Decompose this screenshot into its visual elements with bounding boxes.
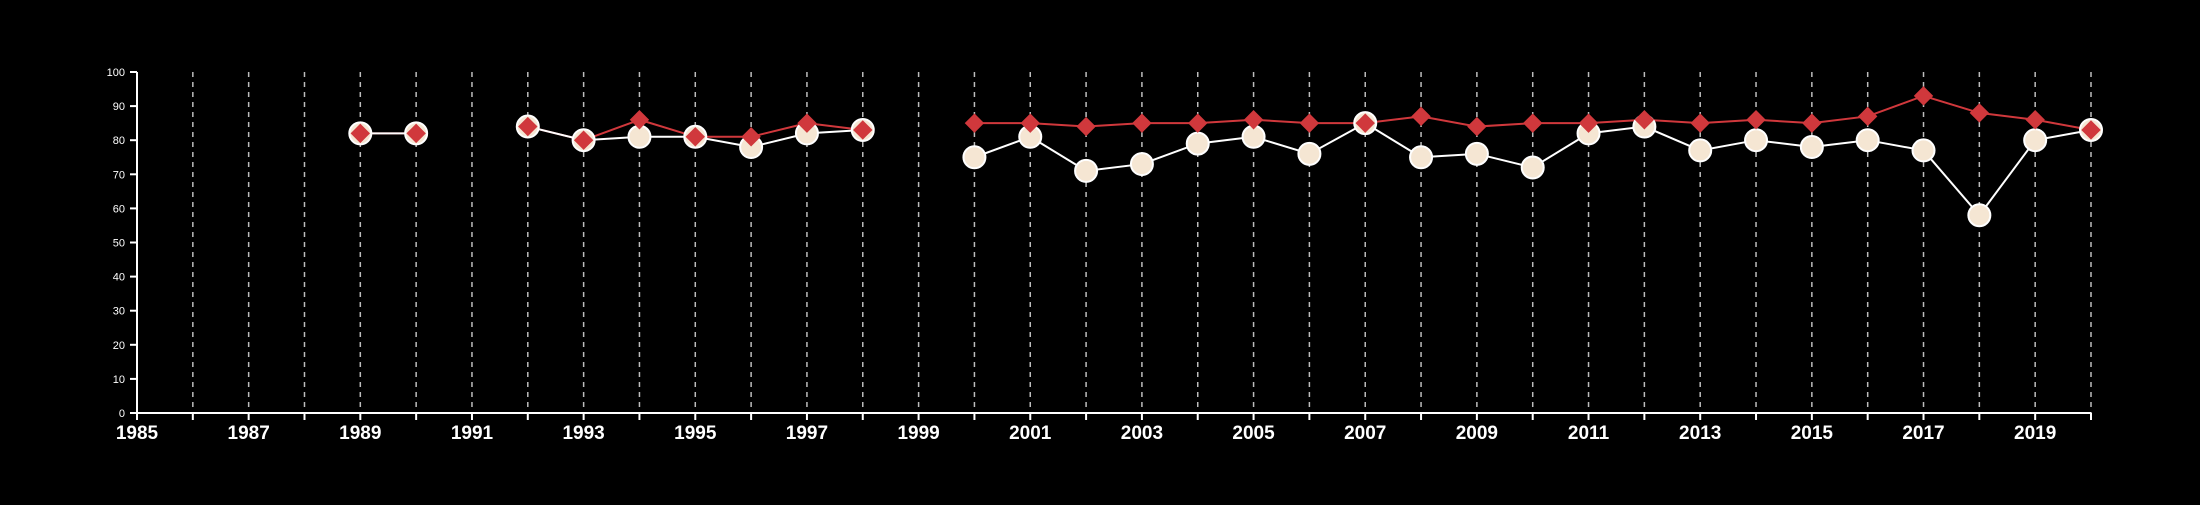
x-tick-label: 2015 xyxy=(1791,423,1834,444)
data-point-diamond xyxy=(1411,106,1431,127)
y-tick-label: 90 xyxy=(113,101,125,113)
data-point-diamond xyxy=(1523,113,1543,133)
x-tick-label: 1991 xyxy=(451,423,494,444)
y-tick-label: 20 xyxy=(113,340,125,352)
data-point-diamond xyxy=(1467,116,1487,137)
data-point-diamond xyxy=(1355,113,1375,133)
x-tick-label: 2005 xyxy=(1232,423,1275,444)
data-point-diamond xyxy=(1243,110,1264,130)
data-point-diamond xyxy=(1299,113,1320,133)
x-tick-label: 2013 xyxy=(1679,423,1721,444)
data-point-diamond xyxy=(1969,103,1990,123)
data-point-diamond xyxy=(741,127,761,147)
data-point-diamond xyxy=(964,113,985,133)
data-point-diamond xyxy=(1076,116,1096,137)
grid-lines xyxy=(192,72,2092,413)
data-point-circle xyxy=(1855,128,1880,153)
data-point-diamond xyxy=(1188,113,1208,133)
data-point-diamond xyxy=(629,110,650,130)
data-point-circle xyxy=(1074,158,1099,183)
data-point-diamond xyxy=(518,116,538,137)
data-point-diamond xyxy=(350,123,371,144)
x-tick-label: 2001 xyxy=(1009,423,1052,444)
data-point-diamond xyxy=(2025,110,2045,130)
series-diamond-lines xyxy=(360,94,2092,142)
data-point-diamond xyxy=(1802,113,1822,133)
axes: 0 10 20 30 40 50 60 70 80 90 100 1985 1987 1989 1991 19… xyxy=(107,67,2092,444)
x-tick-label: 1985 xyxy=(116,423,159,444)
y-tick-label: 100 xyxy=(107,67,125,79)
x-tick-label: 1995 xyxy=(674,423,717,444)
data-point-diamond xyxy=(853,120,873,140)
data-point-diamond xyxy=(1634,110,1655,130)
data-point-circle xyxy=(1520,155,1545,180)
data-point-circle xyxy=(1967,203,1992,228)
x-tick-label: 2011 xyxy=(1568,423,1610,444)
data-point-diamond xyxy=(1857,106,1878,127)
x-tick-label: 1993 xyxy=(562,423,604,444)
x-tick-label: 1987 xyxy=(228,423,270,444)
data-point-circle xyxy=(1799,135,1824,160)
y-tick-label: 40 xyxy=(113,272,125,284)
x-tick-label: 2007 xyxy=(1344,423,1386,444)
data-point-circle xyxy=(1129,152,1154,177)
data-point-diamond xyxy=(1746,110,1766,130)
y-tick-label: 10 xyxy=(113,374,125,386)
y-tick-label: 0 xyxy=(119,408,125,420)
data-point-circle xyxy=(1185,131,1210,156)
data-point-circle xyxy=(962,145,987,170)
y-tick-label: 50 xyxy=(113,238,125,250)
x-tick-label: 1999 xyxy=(897,423,939,444)
data-point-diamond xyxy=(797,113,817,133)
data-point-diamond xyxy=(1132,113,1152,133)
data-point-diamond xyxy=(1913,86,1934,106)
x-tick-label: 2017 xyxy=(1902,423,1944,444)
y-tick-label: 80 xyxy=(113,135,125,147)
data-point-circle xyxy=(1297,141,1322,166)
data-point-circle xyxy=(1409,145,1434,170)
series-diamond xyxy=(350,86,2101,150)
data-point-circle xyxy=(1911,138,1936,163)
x-tick-label: 1989 xyxy=(339,423,381,444)
series-group xyxy=(348,86,2103,228)
data-point-diamond xyxy=(1690,113,1710,133)
x-tick-label: 2003 xyxy=(1121,423,1163,444)
data-point-diamond xyxy=(2081,120,2101,140)
data-point-circle xyxy=(2023,128,2048,153)
data-point-circle xyxy=(1464,141,1489,166)
data-point-diamond xyxy=(1020,113,1040,133)
y-tick-label: 70 xyxy=(113,169,125,181)
y-tick-label: 60 xyxy=(113,203,125,215)
data-point-diamond xyxy=(573,130,594,150)
y-tick-label: 30 xyxy=(113,306,125,318)
data-point-diamond xyxy=(685,127,705,147)
x-tick-label: 2009 xyxy=(1456,423,1498,444)
x-tick-label: 2019 xyxy=(2014,423,2056,444)
data-point-circle xyxy=(1688,138,1713,163)
data-point-diamond xyxy=(1578,113,1599,133)
x-tick-label: 1997 xyxy=(786,423,828,444)
data-point-diamond xyxy=(406,123,426,144)
data-point-circle xyxy=(1744,128,1769,153)
